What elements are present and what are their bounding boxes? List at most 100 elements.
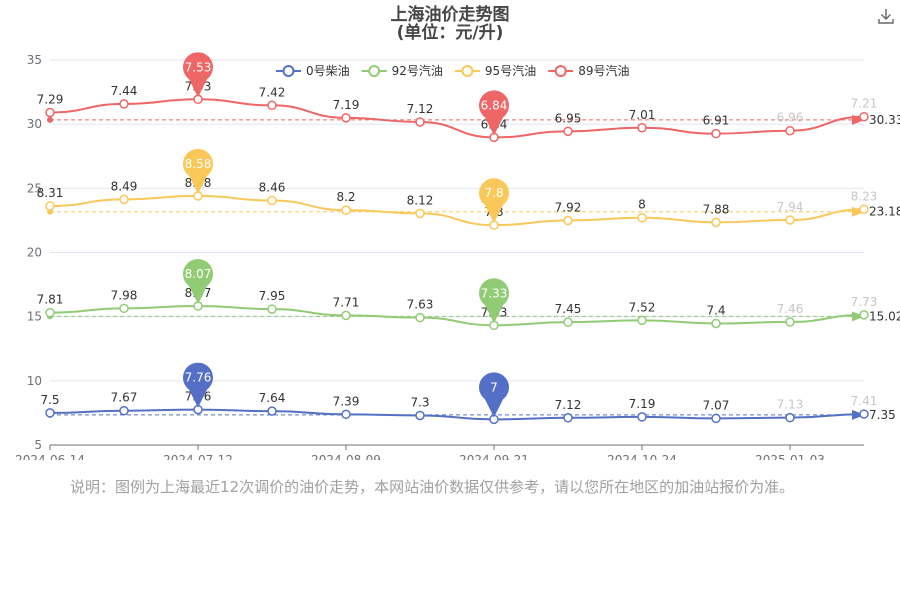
data-point[interactable] — [711, 128, 721, 139]
data-point[interactable] — [415, 208, 425, 219]
data-label: 8.46 — [259, 181, 286, 195]
data-label: 7.88 — [703, 202, 730, 216]
data-label: 7.92 — [555, 201, 582, 215]
data-label: 7.4 — [706, 303, 725, 317]
data-point[interactable] — [45, 107, 55, 118]
min-pin: 7.8 — [479, 178, 510, 224]
min-pin: 7 — [479, 372, 510, 418]
data-point[interactable] — [563, 317, 573, 327]
series-line — [49, 98, 865, 139]
min-pin: 6.84 — [478, 90, 510, 136]
series-2: 15.02 7.81 7.98 8.07 7.95 7.71 7.63 7.33 7.45 7.5… — [37, 259, 900, 331]
data-point[interactable] — [711, 217, 721, 228]
min-pin-label: 7.33 — [481, 286, 508, 300]
x-tick-label: 2024-08-09 — [311, 453, 381, 460]
min-pin-label: 7 — [490, 380, 498, 394]
legend[interactable]: 0号柴油 92号汽油 95号汽油 89号汽油 — [276, 63, 629, 78]
data-point[interactable] — [119, 303, 129, 314]
data-point[interactable] — [563, 413, 573, 423]
y-tick-label: 15 — [27, 310, 42, 324]
data-point[interactable] — [785, 412, 795, 423]
data-point[interactable] — [637, 123, 647, 133]
data-point[interactable] — [859, 409, 869, 419]
data-point[interactable] — [637, 212, 647, 223]
x-tick-label: 2024-06-14 — [15, 453, 85, 460]
series-line — [49, 408, 865, 421]
min-pin-shape — [479, 178, 510, 224]
max-pin: 8.58 — [183, 148, 214, 194]
legend-item-3[interactable]: 95号汽油 — [454, 63, 536, 78]
data-point[interactable] — [119, 405, 129, 416]
data-point[interactable] — [563, 215, 573, 226]
data-point[interactable] — [859, 204, 869, 215]
data-point[interactable] — [785, 215, 795, 225]
average-label: 15.02 — [869, 309, 900, 323]
series-line — [49, 194, 865, 227]
data-point[interactable] — [859, 111, 869, 122]
legend-item-4[interactable]: 89号汽油 — [548, 63, 629, 78]
data-label: 7.41 — [851, 394, 878, 408]
min-pin-shape — [479, 278, 510, 324]
data-point[interactable] — [45, 307, 55, 318]
data-point[interactable] — [711, 413, 721, 424]
oil-price-chart: 上海油价走势图 (单位：元/升) 5 10 15 20 25 30 35 2024-06-14… — [15, 4, 900, 460]
data-label: 7.5 — [40, 393, 59, 407]
data-point[interactable] — [415, 117, 425, 127]
y-tick-label: 20 — [27, 246, 42, 260]
y-tick-label: 5 — [34, 438, 42, 452]
data-label: 7.19 — [333, 98, 360, 112]
x-tick-label: 2024-10-24 — [607, 453, 677, 460]
x-tick-label: 2024-07-12 — [163, 453, 233, 460]
legend-swatch-marker — [554, 65, 567, 77]
data-label: 8.23 — [851, 189, 878, 203]
data-point[interactable] — [119, 194, 129, 205]
data-label: 6.96 — [777, 111, 804, 125]
data-label: 8 — [638, 198, 646, 212]
data-point[interactable] — [119, 99, 129, 109]
data-point[interactable] — [637, 412, 647, 422]
data-point[interactable] — [341, 310, 351, 321]
data-point[interactable] — [563, 126, 573, 137]
chart-subtitle: (单位：元/升) — [397, 22, 504, 43]
data-label: 7.42 — [259, 85, 286, 99]
legend-swatch-marker — [461, 65, 474, 77]
data-label: 7.52 — [629, 300, 656, 314]
legend-item-2[interactable]: 92号汽油 — [361, 63, 443, 78]
data-label: 7.64 — [259, 391, 286, 405]
data-point[interactable] — [341, 409, 351, 420]
download-icon[interactable] — [876, 6, 896, 26]
data-label: 7.19 — [629, 397, 656, 411]
data-point[interactable] — [341, 113, 351, 123]
data-label: 7.95 — [259, 289, 286, 303]
average-label: 7.35 — [869, 408, 896, 422]
data-label: 6.91 — [703, 114, 730, 128]
data-point[interactable] — [45, 408, 55, 418]
data-label: 8.2 — [336, 190, 355, 204]
data-point[interactable] — [267, 406, 277, 416]
legend-item-1[interactable]: 0号柴油 — [276, 64, 350, 78]
data-point[interactable] — [415, 312, 425, 323]
min-pin-label: 7.8 — [484, 186, 503, 200]
y-tick-label: 25 — [27, 181, 42, 195]
data-point[interactable] — [45, 201, 55, 211]
data-point[interactable] — [859, 310, 869, 320]
data-label: 6.95 — [555, 111, 582, 125]
data-point[interactable] — [785, 125, 795, 136]
data-label: 7.12 — [407, 102, 434, 116]
data-label: 7.3 — [410, 395, 429, 409]
data-point[interactable] — [711, 318, 721, 329]
data-point[interactable] — [267, 100, 277, 111]
series-layer: 7.35 7.5 7.67 7.76 7.64 7.39 7.3 7 7.12 7.19 7.07 7… — [37, 52, 900, 425]
data-point[interactable] — [267, 304, 277, 314]
series-1: 7.35 7.5 7.67 7.76 7.64 7.39 7.3 7 7.12 7.19 7.07 7… — [40, 362, 896, 425]
legend-swatch-marker — [368, 65, 381, 77]
data-point[interactable] — [637, 315, 647, 326]
legend-label: 89号汽油 — [578, 63, 629, 78]
data-label: 7.81 — [37, 293, 64, 307]
data-label: 7.67 — [111, 391, 138, 405]
data-point[interactable] — [415, 410, 425, 421]
data-label: 7.44 — [111, 84, 138, 98]
data-point[interactable] — [267, 195, 277, 206]
data-point[interactable] — [785, 317, 795, 327]
data-point[interactable] — [341, 205, 351, 215]
